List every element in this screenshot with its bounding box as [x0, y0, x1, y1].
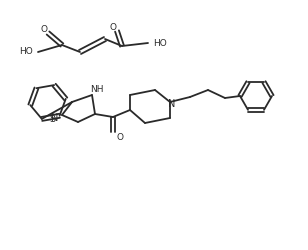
Text: HO: HO: [153, 38, 167, 48]
Text: N: N: [168, 99, 176, 109]
Text: O: O: [110, 22, 116, 32]
Text: S: S: [49, 114, 55, 124]
Text: O: O: [116, 132, 124, 141]
Text: O: O: [40, 24, 47, 34]
Text: N: N: [51, 113, 59, 123]
Text: NH: NH: [90, 84, 104, 94]
Text: HO: HO: [19, 48, 33, 56]
